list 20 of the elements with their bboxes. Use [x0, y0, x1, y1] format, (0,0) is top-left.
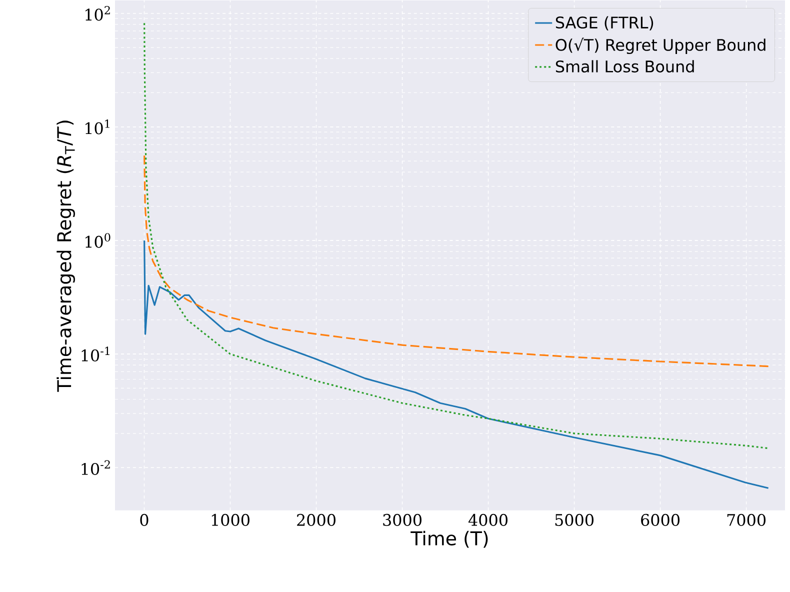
line-series	[144, 239, 770, 489]
x-tick-label: 0	[140, 514, 148, 526]
y-tick-label: 10$^{-1}$	[82, 346, 110, 362]
legend-label: SAGE (FTRL)	[556, 16, 654, 30]
x-axis-title: Time (T)	[410, 530, 488, 548]
legend-label: O(√T) Regret Upper Bound	[556, 38, 766, 54]
x-tick-label: 3000	[383, 514, 422, 526]
x-tick-label: 1000	[212, 514, 250, 526]
y-tick-label: 10$^{2}$	[86, 6, 110, 21]
y-tick-label: 10$^{1}$	[86, 119, 110, 134]
line-series	[144, 154, 770, 367]
x-tick-label: 6000	[641, 514, 680, 526]
x-tick-label: 5000	[555, 514, 594, 526]
legend-label: Small Loss Bound	[556, 60, 694, 72]
y-tick-label: 10$^{0}$	[86, 232, 110, 248]
x-tick-label: 7000	[727, 514, 766, 526]
y-tick-label: 10$^{-2}$	[82, 460, 110, 475]
x-tick-label: 2000	[297, 514, 336, 526]
y-axis-title: Time-averaged Regret (R$_{T}$/T)	[56, 120, 75, 392]
x-tick-label: 4000	[468, 514, 508, 526]
